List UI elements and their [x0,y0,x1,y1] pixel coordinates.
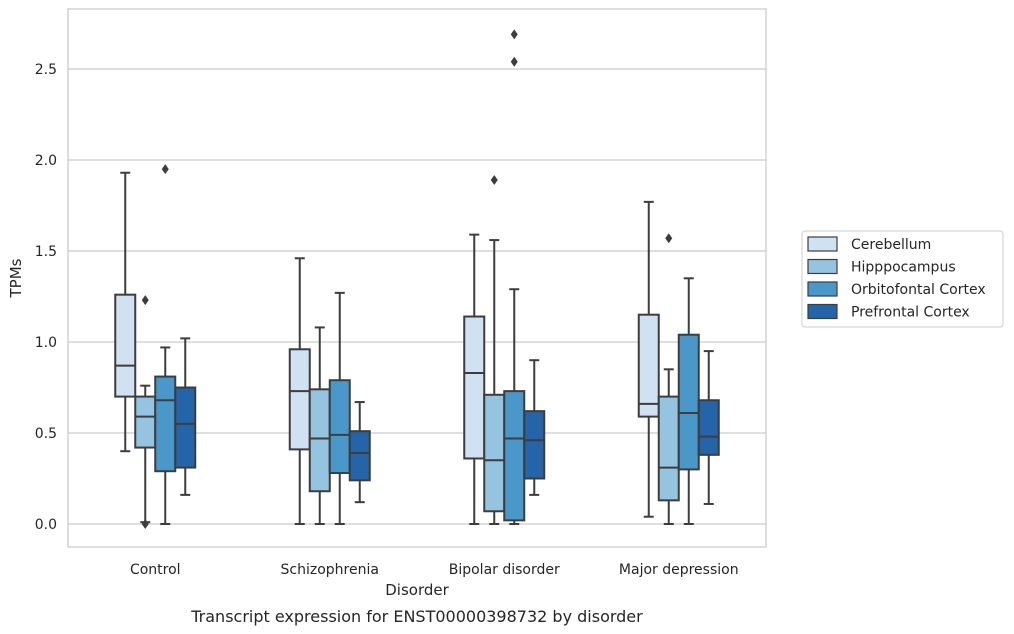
chart-caption: Transcript expression for ENST0000039873… [190,607,643,626]
box-cerebellum [114,171,137,453]
x-tick-label: Bipolar disorder [449,562,560,578]
outlier-point [665,233,673,244]
box-orbitofontal-cortex [503,29,526,525]
x-tick-labels: Control Schizophrenia Bipolar disorder Majo… [130,562,739,578]
x-tick-label: Schizophrenia [281,562,379,578]
outlier-point [490,175,498,186]
legend-swatch [807,258,838,275]
legend-label: Prefrontal Cortex [851,305,970,321]
box-prefrontal-cortex [697,350,720,505]
outlier-point [510,56,518,67]
x-axis-title: Disorder [385,581,449,599]
y-tick-label: 0.5 [35,426,57,442]
legend-label: Orbitofontal Cortex [851,282,986,298]
box-prefrontal-cortex [523,359,546,496]
box-cerebellum [463,233,486,525]
box-iqr [463,315,486,460]
box-orbitofontal-cortex [328,291,351,525]
box-orbitofontal-cortex [677,277,700,525]
box-iqr [154,375,177,473]
box-iqr [134,395,157,449]
box-cerebellum [637,200,660,518]
box-iqr [637,313,660,418]
box-groups [114,29,720,529]
x-tick-label: Major depression [619,562,739,578]
legend-swatch [807,303,838,320]
box-iqr [697,399,720,456]
outlier-point [510,29,518,40]
y-tick-label: 2.5 [35,62,57,78]
box-orbitofontal-cortex [154,164,177,525]
x-tick-label: Control [130,562,181,578]
legend-swatch [807,236,838,252]
outlier-point [161,164,169,175]
legend-label: Cerebellum [851,237,931,253]
box-prefrontal-cortex [348,401,371,504]
box-iqr [348,430,371,482]
box-iqr [114,293,137,398]
box-iqr [657,395,680,502]
legend: Cerebellum Hipppocampus Orbitofontal Corte… [801,230,1004,328]
plot-border [67,8,767,548]
legend-swatch [807,281,838,297]
legend-frame [801,230,1004,328]
box-iqr [523,410,546,480]
y-axis-title: TPMs [7,258,25,298]
box-iqr [308,388,331,493]
outlier-point [141,295,149,306]
y-tick-label: 1.0 [35,335,57,351]
box-iqr [503,390,526,522]
box-iqr [288,348,311,451]
y-tick-label: 0.0 [35,517,57,533]
legend-label: Hipppocampus [851,260,956,276]
box-prefrontal-cortex [174,337,197,496]
box-iqr [483,393,506,513]
box-iqr [174,386,197,469]
y-tick-label: 1.5 [35,244,57,260]
outlier-point [141,519,149,529]
y-tick-label: 2.0 [35,153,57,169]
y-tick-labels: 0.0 0.5 1.0 1.5 2.0 2.5 [35,62,57,533]
box-iqr [677,333,700,471]
box-iqr [328,379,351,475]
